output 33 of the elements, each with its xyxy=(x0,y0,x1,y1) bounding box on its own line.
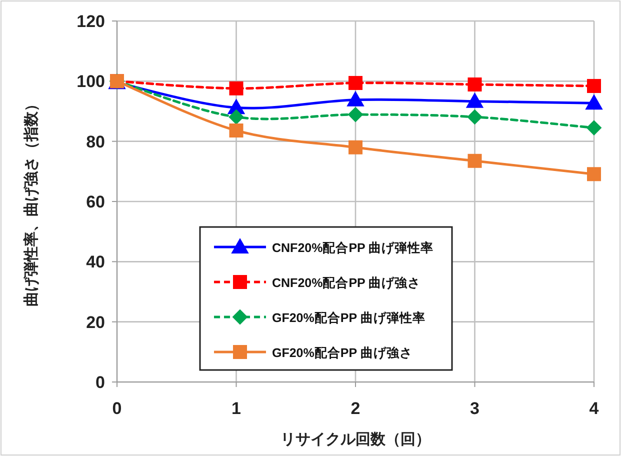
point xyxy=(229,81,244,96)
point xyxy=(466,92,484,108)
legend-label: CNF20%配合PP 曲げ弾性率 xyxy=(272,240,434,255)
x-tick-label: 3 xyxy=(470,399,480,418)
x-axis-title: リサイクル回数（回） xyxy=(280,431,430,448)
y-axis-title: 曲げ弾性率、曲げ強さ（指数） xyxy=(22,96,40,306)
y-tick-label: 60 xyxy=(86,192,105,212)
legend-label: GF20%配合PP 曲げ強さ xyxy=(272,345,412,360)
point xyxy=(468,154,482,168)
point xyxy=(587,78,601,93)
y-tick-label: 0 xyxy=(96,373,105,392)
point xyxy=(586,120,602,136)
point xyxy=(347,91,364,106)
y-tick-label: 100 xyxy=(76,72,105,92)
y-tick-label: 120 xyxy=(76,12,105,31)
legend-label: CNF20%配合PP 曲げ強さ xyxy=(272,275,421,290)
x-tick-label: 2 xyxy=(350,399,360,418)
y-tick-label: 40 xyxy=(86,252,105,272)
point xyxy=(229,124,244,138)
point xyxy=(468,77,482,92)
point xyxy=(348,140,362,154)
legend-label: GF20%配合PP 曲げ弾性率 xyxy=(272,310,426,325)
point xyxy=(587,167,601,182)
x-tick-label: 1 xyxy=(232,399,241,418)
x-tick-label: 0 xyxy=(112,399,122,418)
point xyxy=(467,109,482,124)
x-tick-label: 4 xyxy=(589,399,600,418)
y-tick-label: 20 xyxy=(86,312,105,332)
y-tick-label: 80 xyxy=(86,132,105,152)
point xyxy=(586,94,602,110)
point xyxy=(348,76,362,90)
point xyxy=(348,107,363,122)
point xyxy=(228,109,244,124)
